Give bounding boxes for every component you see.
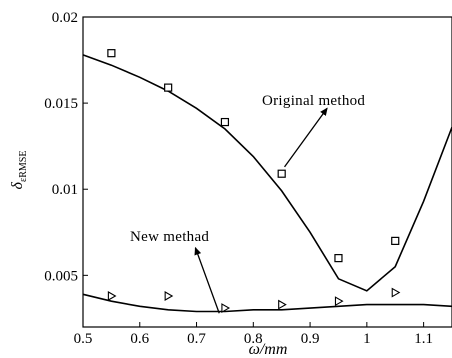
- x-tick-label: 0.6: [130, 331, 149, 347]
- y-tick-label: 0.02: [52, 10, 78, 26]
- y-tick-label: 0.015: [44, 96, 78, 112]
- x-tick-label: 0.8: [244, 331, 263, 347]
- triangle-marker: [164, 291, 174, 301]
- y-tick-label: 0.005: [44, 268, 78, 284]
- triangle-marker: [278, 299, 287, 310]
- x-tick-label: 1: [363, 331, 371, 347]
- square-marker: [334, 254, 343, 263]
- y-axis-title-subscript: εRMSE: [18, 151, 29, 182]
- series-line-0: [82, 54, 452, 292]
- square-marker: [391, 236, 400, 245]
- plot-frame: [82, 16, 452, 328]
- annotations: Original method New methad: [130, 93, 365, 314]
- annotation-arrow: [284, 107, 328, 168]
- y-tick-label: 0.01: [52, 182, 78, 198]
- triangle-marker: [107, 291, 117, 301]
- triangle-marker: [221, 303, 231, 314]
- x-axis-title: ω/mm: [249, 341, 288, 358]
- annotation-label: New methad: [130, 229, 209, 245]
- square-marker: [220, 117, 230, 127]
- annotation-label: Original method: [262, 93, 365, 109]
- series-line-2: [82, 293, 452, 313]
- x-tick-label: 1.1: [414, 331, 433, 347]
- triangle-marker: [334, 296, 344, 307]
- axes: 0.5 0.6 0.7 0.8 0.9 1 1.1 0.005 0.01 0.015 0.02: [44, 10, 433, 347]
- annotation-arrow: [194, 246, 220, 314]
- x-tick-label: 0.7: [187, 331, 206, 347]
- square-marker: [164, 83, 173, 92]
- square-marker: [277, 169, 286, 178]
- plot-marks: [82, 49, 452, 314]
- y-axis-title-main: δ: [9, 181, 26, 189]
- triangle-marker: [391, 287, 401, 298]
- svg-text:δεRMSE: δεRMSE: [9, 151, 29, 190]
- x-tick-label: 0.5: [74, 331, 93, 347]
- square-marker: [107, 49, 116, 58]
- y-axis-title: δεRMSE: [9, 151, 29, 190]
- x-tick-label: 0.9: [301, 331, 320, 347]
